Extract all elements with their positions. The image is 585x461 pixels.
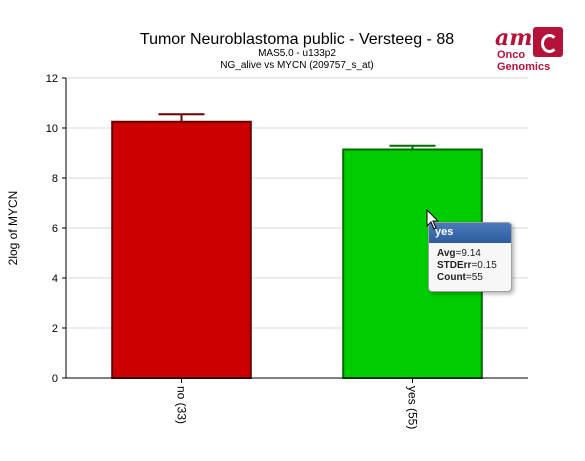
y-tick-label: 12 <box>46 73 58 85</box>
x-category-label: no (33) <box>175 386 189 424</box>
y-axis-label: 2log of MYCN <box>6 191 20 266</box>
tooltip-stderr-value: =0.15 <box>471 260 497 271</box>
chart-title: Tumor Neuroblastoma public - Versteeg - … <box>140 31 454 48</box>
y-tick-label: 8 <box>52 173 58 185</box>
logo-text-am: am <box>495 25 533 51</box>
tooltip-avg-label: Avg <box>437 248 456 259</box>
bar-0[interactable] <box>111 120 252 379</box>
bars <box>111 113 483 379</box>
logo-text-genomics: Genomics <box>497 61 551 73</box>
tooltip-title: yes <box>429 223 511 243</box>
tooltip-body: Avg=9.14 STDErr=0.15 Count=55 <box>429 243 511 289</box>
y-tick-label: 10 <box>46 123 58 135</box>
x-category-label: yes (55) <box>406 386 420 429</box>
y-tick-label: 4 <box>52 273 58 285</box>
logo-text-onco: Onco <box>497 49 526 61</box>
logo-c-icon <box>533 27 563 57</box>
tooltip-stderr-label: STDErr <box>437 260 472 271</box>
amc-oncogenomics-logo: am Onco Genomics <box>493 25 573 77</box>
tooltip-count-value: =55 <box>465 272 483 283</box>
chart-subtitle-1: MAS5.0 - u133p2 <box>258 48 336 59</box>
bar-tooltip: yes Avg=9.14 STDErr=0.15 Count=55 <box>428 222 512 292</box>
chart-subtitle-2: NG_alive vs MYCN (209757_s_at) <box>220 60 373 71</box>
axes: 0 2 4 6 8 10 12 no (33) yes (55) <box>46 73 528 429</box>
y-tick-label: 6 <box>52 223 58 235</box>
tooltip-avg-value: =9.14 <box>455 248 481 259</box>
tooltip-count-label: Count <box>437 272 466 283</box>
y-tick-label: 0 <box>52 373 58 385</box>
y-tick-label: 2 <box>52 323 58 335</box>
mouse-pointer-icon <box>426 209 440 230</box>
